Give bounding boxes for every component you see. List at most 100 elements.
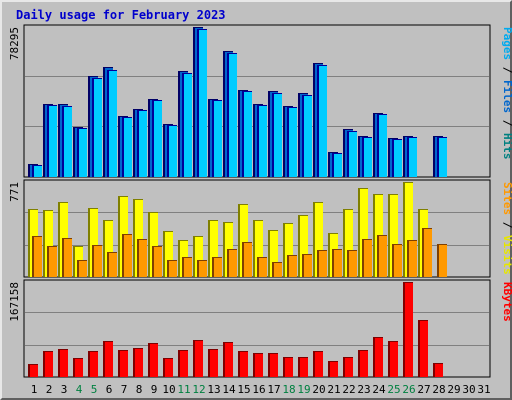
hits-bar (287, 107, 297, 177)
sites-bar (257, 257, 267, 277)
visits-bar (253, 220, 263, 277)
kbytes-bar (193, 340, 203, 377)
day-label: 26 (402, 383, 415, 396)
day-label: 8 (136, 383, 143, 396)
day-label: 15 (237, 383, 250, 396)
legend-separator: / (501, 60, 512, 80)
kbytes-bar (238, 351, 248, 377)
panel-hits-files-pages: 78295 Pages / Files / Hits (8, 24, 512, 178)
hits-bar (122, 117, 132, 177)
legend-files: Files (501, 80, 512, 113)
sites-bar (107, 252, 117, 277)
visits-bar (88, 208, 98, 277)
day-label: 12 (192, 383, 205, 396)
visits-bar (163, 231, 173, 277)
panel-kbytes: 167158 KBytes (8, 279, 512, 378)
chart-title: Daily usage for February 2023 (16, 8, 226, 22)
day-label: 18 (282, 383, 295, 396)
sites-bar (152, 246, 162, 277)
sites-bar (197, 260, 207, 277)
day-label: 6 (106, 383, 113, 396)
sites-bar (137, 239, 147, 277)
kbytes-bar (388, 341, 398, 377)
kbytes-bar (133, 348, 143, 377)
visits-bar (103, 220, 113, 277)
sites-bar (182, 257, 192, 277)
hits-bar (407, 137, 417, 177)
day-label: 9 (151, 383, 158, 396)
kbytes-bar (178, 350, 188, 377)
day-label: 30 (462, 383, 475, 396)
sites-bar (92, 245, 102, 277)
visits-bar (388, 194, 398, 277)
kbytes-bar (208, 349, 218, 377)
legend-separator: / (501, 113, 512, 133)
hits-bar (92, 78, 102, 177)
hits-bar (362, 137, 372, 177)
visits-bar (298, 215, 308, 277)
sites-bar (227, 249, 237, 277)
sites-bar (362, 239, 372, 277)
hits-bar (47, 105, 57, 177)
day-label: 4 (76, 383, 83, 396)
day-label: 22 (342, 383, 355, 396)
kbytes-bar (418, 320, 428, 377)
day-label: 2 (46, 383, 53, 396)
kbytes-bar (118, 350, 128, 377)
hits-bar (197, 29, 207, 177)
day-label: 14 (222, 383, 236, 396)
day-label: 28 (432, 383, 445, 396)
legend-kbytes: KBytes (501, 282, 512, 322)
hits-bar (392, 139, 402, 177)
hits-bar (167, 125, 177, 177)
hits-bar (242, 91, 252, 177)
sites-bar (317, 250, 327, 277)
visits-bar (238, 204, 248, 277)
legend-hits: Hits (501, 133, 512, 160)
kbytes-bar (283, 357, 293, 377)
sites-bar (62, 238, 72, 277)
visits-bar (268, 230, 278, 277)
day-label: 17 (267, 383, 280, 396)
legend-separator: / (501, 215, 512, 235)
visits-bar (193, 236, 203, 277)
visits-bar (148, 212, 158, 277)
kbytes-bar (343, 357, 353, 377)
hits-bar (302, 95, 312, 177)
kbytes-bar (328, 361, 338, 377)
max-label: 78295 (8, 27, 21, 60)
hits-bar (332, 153, 342, 177)
sites-bar (347, 250, 357, 277)
kbytes-bar (223, 342, 233, 377)
day-label: 11 (177, 383, 190, 396)
day-label: 24 (372, 383, 386, 396)
sites-bar (287, 255, 297, 277)
day-label: 31 (477, 383, 490, 396)
visits-bar (208, 220, 218, 277)
hits-bar (137, 110, 147, 177)
day-label: 23 (357, 383, 370, 396)
max-label: 771 (8, 182, 21, 202)
legend-sites: Sites (501, 182, 512, 215)
visits-bar (403, 182, 413, 277)
kbytes-bar (373, 337, 383, 377)
hits-bar (77, 128, 87, 177)
hits-bar (437, 137, 447, 177)
sites-bar (272, 262, 282, 277)
hits-bar (272, 93, 282, 177)
kbytes-bar (163, 358, 173, 377)
legend-pages: Pages (501, 27, 512, 60)
visits-bar (343, 209, 353, 277)
kbytes-bar (28, 364, 38, 377)
hits-bar (182, 73, 192, 177)
day-label: 16 (252, 383, 265, 396)
sites-bar (302, 254, 312, 277)
kbytes-bar (313, 351, 323, 377)
kbytes-bar (88, 351, 98, 377)
kbytes-bar (73, 358, 83, 377)
visits-bar (313, 202, 323, 277)
sites-bar (332, 249, 342, 277)
day-label: 13 (207, 383, 220, 396)
